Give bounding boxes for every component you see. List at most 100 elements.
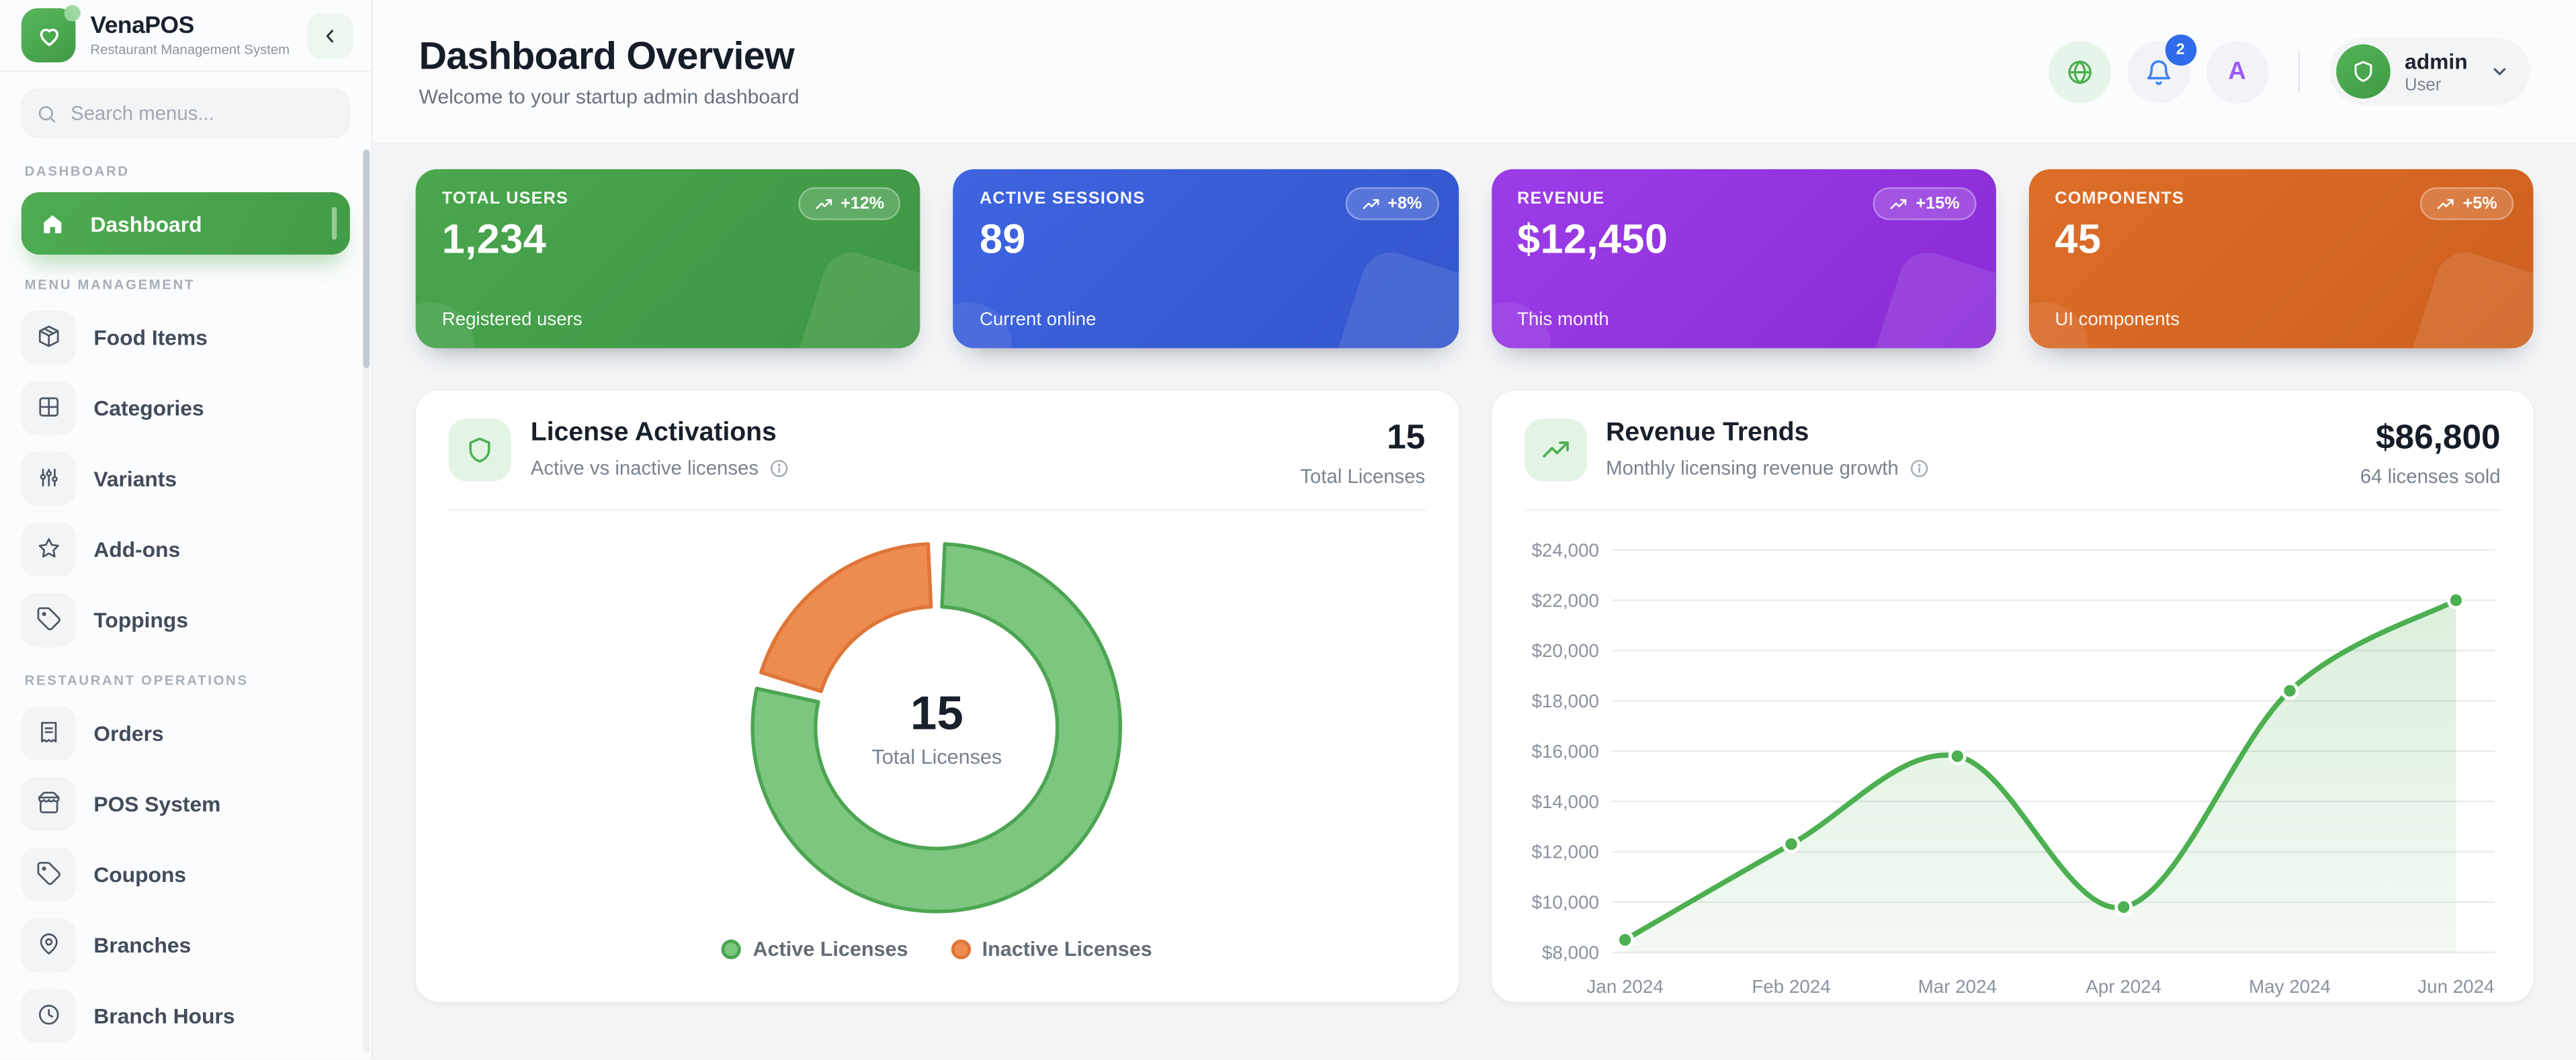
card-divider (1523, 509, 2501, 511)
legend-item-inactive-licenses: Inactive Licenses (951, 938, 1152, 961)
revenue-line-chart: $24,000 $22,000 $20,000 $18,000 $16,000 $14,0… (1531, 539, 2495, 997)
star-icon (21, 521, 76, 576)
card-title: Revenue Trends (1606, 418, 1809, 447)
sidebar-item-label: Dashboard (90, 211, 202, 236)
sliders-icon (21, 451, 76, 505)
svg-text:Jan 2024: Jan 2024 (1586, 976, 1662, 997)
stat-card-active-sessions: ACTIVE SESSIONS 89 Current online +8% (953, 169, 1459, 349)
home-icon (40, 210, 73, 236)
stat-change-badge: +8% (1344, 187, 1439, 220)
sidebar-item-branch-hours[interactable]: Branch Hours (21, 984, 350, 1047)
brand-logo (21, 5, 81, 62)
info-icon[interactable] (1908, 458, 1929, 479)
sidebar-item-categories[interactable]: Categories (21, 376, 350, 439)
search-input[interactable] (21, 89, 350, 138)
legend-label: Inactive Licenses (982, 938, 1152, 961)
trending-up-icon (1361, 195, 1379, 213)
donut-center-label: Total Licenses (871, 744, 1002, 768)
brand-tagline: Restaurant Management System (90, 41, 290, 58)
sidebar-header: VenaPOS Restaurant Management System (0, 0, 372, 73)
svg-text:$18,000: $18,000 (1531, 691, 1598, 711)
bell-icon (2147, 59, 2170, 85)
chevron-left-icon (326, 29, 334, 42)
stat-footer: Current online (979, 310, 1097, 330)
svg-text:$22,000: $22,000 (1531, 590, 1598, 611)
stat-value: $12,450 (1517, 216, 1668, 263)
svg-text:$24,000: $24,000 (1531, 539, 1598, 560)
svg-text:$16,000: $16,000 (1531, 741, 1598, 762)
sidebar-collapse-button[interactable] (307, 12, 353, 58)
avatar (2335, 44, 2391, 99)
sidebar-item-label: Coupons (93, 861, 187, 887)
sidebar-item-add-ons[interactable]: Add-ons (21, 517, 350, 580)
brand-name: VenaPOS (90, 12, 194, 40)
stat-footer: UI components (2055, 310, 2180, 330)
svg-text:$10,000: $10,000 (1531, 892, 1598, 913)
nav-section-label: DASHBOARD (24, 163, 130, 179)
sidebar-item-coupons[interactable]: Coupons (21, 842, 350, 905)
donut-legend: Active Licenses Inactive Licenses (416, 938, 1458, 961)
legend-dot (722, 939, 742, 959)
logo-status-dot (64, 5, 81, 21)
svg-text:$8,000: $8,000 (1541, 942, 1598, 963)
sidebar-item-label: Variants (93, 466, 177, 490)
card-title: License Activations (530, 418, 777, 447)
user-menu[interactable]: admin User (2329, 38, 2530, 105)
sidebar-search (21, 89, 350, 138)
license-activations-card: License Activations Active vs inactive l… (415, 390, 1459, 1002)
total-licenses-label: Total Licenses (1300, 464, 1426, 488)
stat-label: TOTAL USERS (441, 190, 569, 209)
tag-icon (21, 846, 76, 901)
sidebar-item-label: Branches (93, 932, 191, 957)
nav-section-label: MENU MANAGEMENT (24, 275, 196, 293)
nav-section: MENU MANAGEMENT Food Items Categories Varia… (21, 275, 350, 651)
card-subtitle: Monthly licensing revenue growth (1606, 456, 1899, 480)
sidebar-item-variants[interactable]: Variants (21, 447, 350, 509)
card-divider (448, 509, 1426, 511)
revenue-trends-card: Revenue Trends Monthly licensing revenue… (1491, 390, 2534, 1002)
trending-up-icon (1889, 195, 1907, 213)
stat-value: 89 (979, 216, 1026, 263)
sidebar-item-label: Add-ons (93, 536, 181, 562)
svg-text:Jun 2024: Jun 2024 (2417, 976, 2493, 997)
stat-label: ACTIVE SESSIONS (979, 190, 1146, 209)
stat-change-badge: +15% (1873, 187, 1976, 220)
info-icon[interactable] (769, 458, 789, 479)
stat-change-badge: +5% (2420, 187, 2514, 220)
notifications-button[interactable]: 2 (2127, 34, 2196, 103)
card-subtitle: Active vs inactive licenses (530, 456, 759, 480)
clock-icon (21, 987, 76, 1043)
sidebar-item-pos-system[interactable]: POS System (21, 772, 350, 834)
sidebar-item-label: Branch Hours (93, 1002, 235, 1028)
trending-up-icon (1523, 418, 1586, 482)
stat-value: 45 (2055, 216, 2102, 263)
stats-row: TOTAL USERS 1,234 Registered users +12% ACTI… (415, 169, 2534, 349)
sidebar-scrollbar-thumb[interactable] (362, 149, 369, 368)
total-licenses-value: 15 (1387, 418, 1426, 457)
sidebar-item-branches[interactable]: Branches (21, 914, 350, 976)
user-role: User (2405, 75, 2442, 95)
sidebar-item-label: POS System (93, 791, 221, 816)
sidebar-item-dashboard[interactable]: Dashboard (21, 192, 350, 255)
app-switcher-button[interactable]: A (2206, 40, 2269, 103)
search-icon (38, 105, 56, 122)
legend-label: Active Licenses (753, 938, 908, 961)
stat-label: REVENUE (1517, 190, 1605, 209)
sidebar-item-toppings[interactable]: Toppings (21, 588, 350, 650)
stat-card-components: COMPONENTS 45 UI components +5% (2028, 169, 2534, 349)
sidebar-item-food-items[interactable]: Food Items (21, 306, 350, 368)
svg-text:$20,000: $20,000 (1531, 640, 1598, 661)
notification-count-badge: 2 (2165, 34, 2196, 65)
sidebar-item-label: Categories (93, 395, 204, 420)
license-donut-chart (751, 542, 1123, 914)
language-button[interactable] (2048, 40, 2111, 103)
globe-icon (2067, 59, 2092, 84)
sidebar-item-orders[interactable]: Orders (21, 701, 350, 764)
main-area: Dashboard Overview Welcome to your start… (373, 0, 2576, 1060)
svg-text:$12,000: $12,000 (1531, 842, 1598, 863)
sidebar-item-label: Toppings (93, 607, 189, 632)
topbar: Dashboard Overview Welcome to your start… (373, 0, 2576, 145)
grid-icon (21, 380, 76, 435)
svg-text:Feb 2024: Feb 2024 (1751, 976, 1830, 997)
